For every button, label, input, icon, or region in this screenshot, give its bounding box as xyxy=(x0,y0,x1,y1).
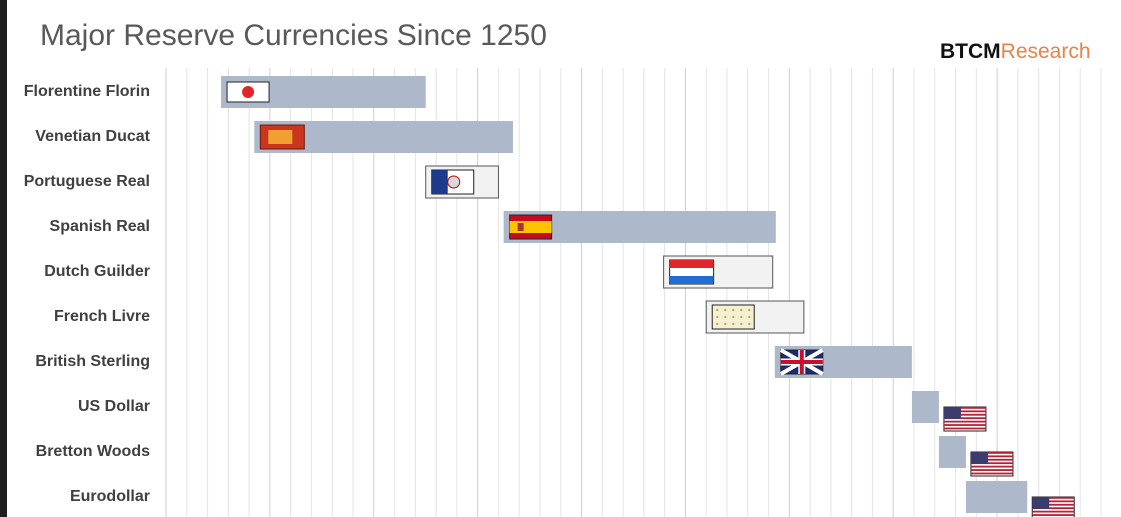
flag-band xyxy=(669,260,714,268)
flag-dot xyxy=(740,322,743,326)
flag-stripe xyxy=(943,410,986,413)
flag-icon xyxy=(669,259,715,285)
flag-stripe xyxy=(970,469,1013,471)
flag-stripe xyxy=(1032,510,1075,513)
flag-canton xyxy=(943,407,961,419)
category-label: Eurodollar xyxy=(70,488,150,505)
flag-icon xyxy=(226,81,270,103)
flag-band xyxy=(669,276,714,284)
flag-stripe xyxy=(943,424,986,426)
flag-stripe xyxy=(1032,507,1075,510)
chart-title: Major Reserve Currencies Since 1250 xyxy=(40,19,547,52)
flag-stripe xyxy=(943,407,986,409)
flag-stripe xyxy=(943,413,986,416)
flag-dot xyxy=(716,308,719,312)
flag-icon xyxy=(259,124,305,150)
flag-dot xyxy=(748,322,751,326)
flag-dot xyxy=(724,315,727,319)
flag-dot xyxy=(716,315,719,319)
flag-band xyxy=(509,221,552,233)
category-label: US Dollar xyxy=(78,398,150,415)
flag-dot xyxy=(716,322,719,326)
brand-main: BTCM xyxy=(940,40,1001,63)
flag-stripe xyxy=(1032,500,1075,503)
rows: Florentine Florin Venetian Ducat Portugues… xyxy=(24,76,1075,517)
category-label: Bretton Woods xyxy=(36,443,150,460)
flag-dot xyxy=(748,315,751,319)
flag-dot xyxy=(740,315,743,319)
category-label: French Livre xyxy=(54,308,150,325)
flag-icon xyxy=(711,304,755,330)
brand-logo: BTCMResearch xyxy=(940,40,1091,63)
flag-canton xyxy=(970,452,988,464)
flag-dot xyxy=(740,308,743,312)
category-label: Venetian Ducat xyxy=(35,128,150,145)
flag-stripe xyxy=(970,472,1013,475)
flag-dot xyxy=(724,308,727,312)
flag-stripe xyxy=(943,420,986,423)
flag-dot xyxy=(724,322,727,326)
flag-dot xyxy=(748,308,751,312)
flag-icon xyxy=(779,348,824,376)
flag-icon xyxy=(970,451,1014,477)
flag-emblem xyxy=(268,130,293,144)
flag-icon xyxy=(1031,496,1075,517)
category-label: Portuguese Real xyxy=(24,173,150,190)
flag-stripe xyxy=(1032,503,1075,506)
category-label: Florentine Florin xyxy=(24,83,150,100)
bar xyxy=(938,436,966,468)
flag-dot xyxy=(732,322,735,326)
flag-stripe xyxy=(943,417,986,420)
flag-stripe xyxy=(970,455,1013,458)
flag-icon xyxy=(509,214,553,240)
flag-dot xyxy=(732,308,735,312)
flag-emblem xyxy=(517,223,524,231)
flag-cross xyxy=(780,350,823,374)
flag-icon xyxy=(431,169,475,195)
flag-dot xyxy=(732,315,735,319)
flag-stripe xyxy=(1032,497,1075,499)
bar xyxy=(911,391,939,423)
flag-emblem xyxy=(242,86,255,98)
brand-sub: Research xyxy=(1001,40,1091,63)
flag-canton xyxy=(1032,497,1050,509)
flag-band xyxy=(431,170,448,194)
flag-stripe xyxy=(970,462,1013,465)
flag-stripe xyxy=(1032,514,1075,516)
frame-edge xyxy=(0,0,7,517)
category-label: Spanish Real xyxy=(50,218,150,235)
bar xyxy=(965,481,1028,513)
category-label: Dutch Guilder xyxy=(44,263,150,280)
flag-stripe xyxy=(970,465,1013,468)
flag-stripe xyxy=(943,427,986,430)
flag-stripe xyxy=(970,458,1013,461)
flag-icon xyxy=(943,406,987,432)
category-label: British Sterling xyxy=(35,353,150,370)
flag-emblem xyxy=(447,175,461,189)
flag-stripe xyxy=(970,452,1013,454)
